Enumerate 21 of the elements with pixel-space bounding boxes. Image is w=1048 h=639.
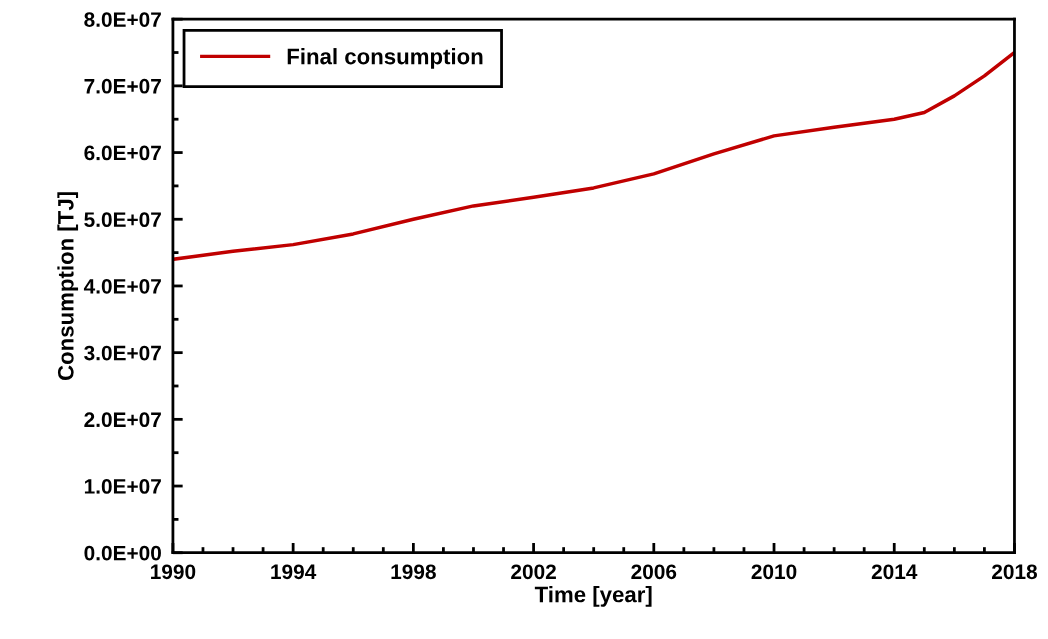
y-tick-label: 7.0E+07	[84, 78, 161, 94]
x-tick-label: 2018	[992, 564, 1037, 580]
y-tick-label: 4.0E+07	[83, 278, 161, 294]
y-tick-label: 3.0E+07	[84, 345, 161, 361]
y-axis-title: Consumption [TJ]	[57, 192, 79, 381]
y-tick-label: 0.0E+00	[84, 545, 161, 561]
x-tick-label: 1994	[271, 564, 317, 580]
y-tick-label: 2.0E+07	[84, 412, 161, 428]
y-tick-label: 5.0E+07	[84, 212, 161, 228]
x-tick-label: 1990	[151, 564, 196, 580]
x-axis-title: Time [year]	[534, 586, 652, 607]
x-tick-label: 2006	[631, 564, 677, 580]
line-series	[172, 50, 1015, 262]
y-tick-label: 6.0E+07	[84, 145, 161, 161]
x-tick-label: 2014	[871, 564, 918, 580]
y-tick-label: 1.0E+07	[84, 479, 161, 494]
legend-label: Final consumption	[287, 48, 483, 69]
y-tick-label: 8.0E+07	[84, 12, 161, 27]
x-tick-label: 2002	[511, 564, 556, 580]
x-tick-label: 1998	[391, 564, 436, 580]
x-tick-label: 2010	[751, 564, 797, 580]
